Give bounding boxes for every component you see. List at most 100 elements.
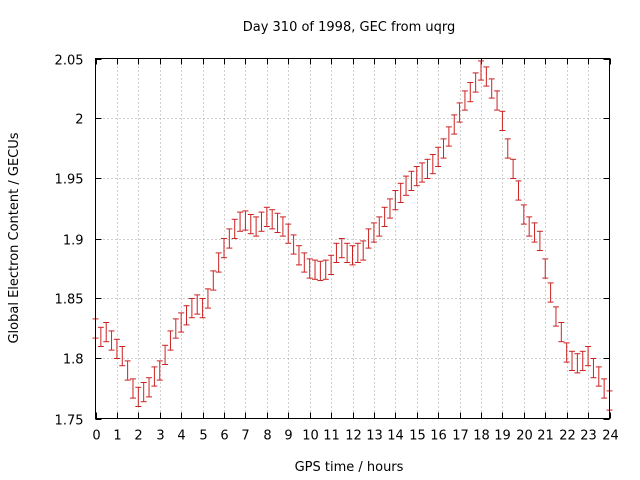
- data-point: [322, 259, 329, 280]
- data-point: [467, 82, 474, 103]
- data-point: [113, 338, 120, 359]
- data-point: [226, 228, 233, 249]
- data-point: [451, 114, 458, 135]
- data-point: [258, 211, 265, 232]
- data-point: [172, 318, 179, 339]
- data-point: [488, 78, 495, 99]
- data-point: [397, 182, 404, 203]
- data-point: [494, 90, 501, 111]
- data-point: [504, 138, 511, 159]
- data-point: [424, 158, 431, 179]
- data-point: [242, 210, 249, 231]
- data-point: [456, 102, 463, 123]
- data-point: [156, 360, 163, 381]
- data-point: [135, 386, 142, 407]
- data-point: [221, 238, 227, 259]
- data-point: [194, 294, 201, 315]
- data-point: [253, 216, 260, 237]
- data-point: [499, 110, 506, 131]
- data-point: [290, 234, 297, 255]
- data-point: [129, 378, 136, 399]
- y-axis-label: Global Electron Content / GECUs: [7, 132, 22, 343]
- data-point: [247, 214, 254, 235]
- data-point: [183, 305, 190, 326]
- data-point: [215, 252, 222, 273]
- x-tick-label: 21: [537, 429, 554, 444]
- data-point: [97, 326, 104, 347]
- x-tick-label: 2: [134, 429, 142, 444]
- x-tick-label: 17: [452, 429, 469, 444]
- data-point: [204, 288, 211, 309]
- x-tick-label: 19: [494, 429, 511, 444]
- data-point: [306, 258, 313, 279]
- data-point: [349, 245, 356, 266]
- data-point: [515, 180, 522, 201]
- data-point: [301, 252, 308, 273]
- data-point: [413, 166, 420, 187]
- data-point: [365, 228, 372, 249]
- data-point: [119, 346, 126, 367]
- data-point: [445, 126, 452, 147]
- data-point: [478, 60, 484, 81]
- data-point: [585, 346, 592, 367]
- data-point: [178, 312, 185, 333]
- y-tick-label: 1.8: [63, 353, 84, 368]
- data-point: [199, 298, 206, 319]
- data-point: [569, 350, 576, 371]
- data-point: [140, 382, 147, 403]
- x-tick-label: 24: [602, 429, 619, 444]
- data-point: [344, 242, 351, 263]
- x-tick-label: 10: [302, 429, 319, 444]
- data-point: [162, 344, 169, 365]
- data-point: [526, 216, 533, 237]
- x-tick-label: 15: [409, 429, 426, 444]
- x-tick-label: 22: [559, 429, 576, 444]
- x-tick-label: 23: [580, 429, 597, 444]
- y-tick-label: 1.9: [63, 234, 84, 249]
- data-point: [536, 230, 543, 251]
- data-point: [279, 216, 286, 237]
- x-tick-label: 0: [92, 429, 100, 444]
- data-point: [563, 342, 570, 363]
- data-point: [440, 138, 447, 159]
- x-axis-label: GPS time / hours: [295, 460, 404, 475]
- data-point: [381, 206, 388, 227]
- data-point: [263, 206, 270, 227]
- data-point: [333, 242, 340, 263]
- data-point: [520, 204, 527, 225]
- data-point: [531, 222, 538, 243]
- data-series: [92, 60, 613, 411]
- y-tick-label: 1.75: [55, 414, 84, 429]
- data-point: [510, 158, 517, 179]
- data-point: [312, 259, 319, 280]
- data-point: [547, 282, 554, 303]
- data-point: [461, 90, 468, 111]
- data-point: [237, 211, 244, 232]
- data-point: [392, 190, 399, 211]
- x-tick-label: 11: [323, 429, 340, 444]
- data-point: [386, 198, 393, 219]
- tick-labels: 0 1 2 3 4 5 6 7 8 9 10 11 12 13 14 15 16 17 18 19 20 21 22 23 24…: [55, 54, 619, 444]
- data-point: [574, 353, 581, 374]
- data-point: [295, 245, 302, 266]
- y-tick-label: 2.05: [55, 54, 84, 69]
- x-tick-label: 13: [366, 429, 383, 444]
- data-point: [108, 330, 115, 351]
- x-tick-label: 3: [156, 429, 164, 444]
- data-point: [269, 209, 276, 230]
- data-point: [328, 254, 335, 275]
- y-tick-label: 2: [75, 113, 83, 128]
- x-tick-label: 20: [516, 429, 533, 444]
- data-point: [146, 377, 153, 398]
- data-point: [408, 170, 415, 191]
- data-point: [429, 154, 436, 175]
- data-point: [370, 222, 377, 243]
- data-point: [285, 223, 292, 244]
- data-point: [338, 238, 345, 259]
- data-point: [435, 146, 442, 167]
- data-point: [595, 366, 602, 387]
- x-tick-label: 8: [263, 429, 271, 444]
- x-tick-label: 14: [387, 429, 404, 444]
- data-point: [419, 162, 426, 183]
